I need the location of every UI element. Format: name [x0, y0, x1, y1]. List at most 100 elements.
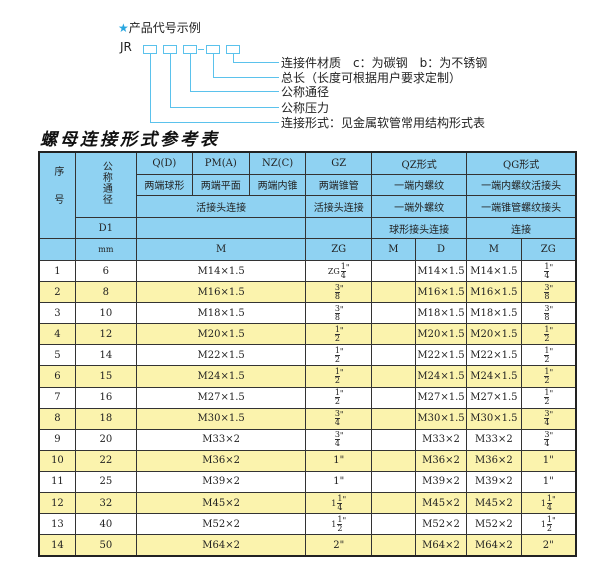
inch-mark: " — [549, 367, 554, 377]
cell-m: M39×2 — [135, 470, 307, 494]
table-row: 11 25 M39×2 1" M39×2 M39×2 1" — [38, 470, 577, 494]
cell-dn: 20 — [74, 428, 137, 451]
inch-mark: " — [552, 494, 556, 504]
inch-mark: " — [549, 325, 554, 335]
inch-mark: " — [339, 325, 344, 335]
cell-qz-d: M20×1.5 — [414, 323, 468, 346]
header-qg-conn2: 连接 — [466, 216, 577, 240]
inch-mark: " — [342, 515, 347, 525]
cell-qz-m — [370, 323, 416, 346]
cell-qz-m — [370, 281, 416, 304]
legend-title-text: 产品代号示例 — [128, 21, 201, 35]
header-qz-d: D — [414, 238, 468, 261]
fraction-numerator: 1 — [334, 388, 340, 399]
header-qg-zg: ZG — [520, 238, 577, 261]
cell-dn: 10 — [74, 302, 137, 325]
cell-qg-zg: 1 1 2 " — [520, 513, 577, 536]
fraction-denominator: 4 — [544, 270, 550, 280]
header-dn: 公称通径 — [74, 151, 137, 218]
cell-qg-m: M52×2 — [466, 513, 522, 536]
fraction-numerator: 1 — [544, 388, 550, 399]
header-qg-conn: 一端锥管螺纹接头 — [466, 195, 577, 218]
header-qg-m: M — [466, 238, 522, 261]
inch-mark: " — [549, 304, 554, 314]
connector-line — [190, 54, 191, 91]
header-empty — [305, 216, 372, 240]
inch-mark: " — [339, 283, 344, 293]
fraction-numerator: 3 — [544, 303, 550, 314]
fraction-numerator: 1 — [340, 261, 346, 272]
inch-mark: " — [345, 262, 350, 272]
cell-qz-d: M45×2 — [414, 491, 468, 515]
fraction-numerator: 3 — [334, 282, 340, 293]
connector-line — [233, 62, 279, 63]
cell-m: M14×1.5 — [135, 259, 307, 283]
table-row: 14 50 M64×2 2" M64×2 M64×2 2" — [38, 534, 577, 557]
cell-seq: 9 — [38, 428, 76, 451]
cell-qz-m — [370, 491, 416, 515]
label-material: 连接件材质 c：为碳钢 b：为不锈钢 — [281, 56, 488, 70]
fraction-prefix: 1 — [331, 519, 337, 529]
cell-qg-zg: 1" — [520, 449, 577, 472]
cell-m: M27×1.5 — [135, 386, 307, 409]
cell-qg-m: M64×2 — [466, 534, 522, 557]
connector-line — [190, 91, 279, 92]
fraction-denominator: 2 — [334, 333, 340, 343]
cell-qz-m — [370, 407, 416, 430]
cell-zg: 1 2 " — [305, 344, 372, 367]
fraction-denominator: 2 — [544, 333, 550, 343]
code-box — [143, 45, 157, 54]
cell-seq: 6 — [38, 365, 76, 388]
cell-dn: 25 — [74, 470, 137, 494]
header-qz-m: M — [370, 238, 416, 261]
connector-line — [213, 77, 279, 78]
header-nz-desc: 两端内锥 — [248, 173, 307, 197]
cell-m: M52×2 — [135, 513, 307, 536]
cell-qg-m: M30×1.5 — [466, 407, 522, 430]
cell-zg: 1 1 4 " — [305, 491, 372, 515]
fraction-denominator: 2 — [334, 397, 340, 407]
table-row: 12 32 M45×2 1 1 4 " M45×2 M45×2 1 1 4 " — [38, 491, 577, 515]
fraction-denominator: 4 — [337, 502, 343, 512]
inch-mark: " — [549, 262, 554, 272]
cell-zg: 3 4 " — [305, 407, 372, 430]
cell-seq: 12 — [38, 491, 76, 515]
cell-qg-zg: 3 4 " — [520, 407, 577, 430]
cell-dn: 14 — [74, 344, 137, 367]
inch-mark: " — [339, 304, 344, 314]
cell-qz-d: M52×2 — [414, 513, 468, 536]
fraction-denominator: 8 — [544, 291, 550, 301]
inch-mark: " — [549, 410, 554, 420]
cell-m: M36×2 — [135, 449, 307, 472]
connector-line — [150, 122, 279, 123]
cell-m: M30×1.5 — [135, 407, 307, 430]
cell-seq: 10 — [38, 449, 76, 472]
header-qg-desc: 一端内螺纹活接头 — [466, 173, 577, 197]
table-row: 4 12 M20×1.5 1 2 " M20×1.5 M20×1.5 1 2 " — [38, 323, 577, 346]
fraction-numerator: 1 — [544, 366, 550, 377]
table-row: 13 40 M52×2 1 1 2 " M52×2 M52×2 1 1 2 " — [38, 513, 577, 536]
fraction-numerator: 3 — [544, 409, 550, 420]
fraction-numerator: 1 — [337, 493, 343, 504]
connector-line — [170, 107, 279, 108]
cell-qg-m: M36×2 — [466, 449, 522, 472]
cell-seq: 11 — [38, 470, 76, 494]
header-gz-conn: 活接头连接 — [305, 195, 372, 218]
fraction-denominator: 2 — [544, 375, 550, 385]
label-nominal-pressure: 公称压力 — [281, 101, 330, 115]
cell-qz-d: M30×1.5 — [414, 407, 468, 430]
fraction-numerator: 1 — [334, 324, 340, 335]
cell-qg-zg: 3 4 " — [520, 428, 577, 451]
connector-line — [213, 54, 214, 77]
